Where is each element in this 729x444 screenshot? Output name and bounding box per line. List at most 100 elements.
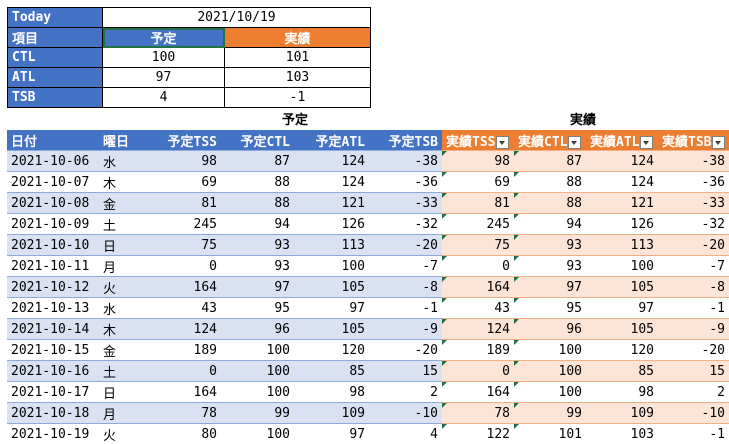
col-header-plan-ctl[interactable]: 予定CTL bbox=[221, 130, 294, 151]
summary-plan-value[interactable]: 4 bbox=[103, 88, 225, 108]
cell-ac[interactable]: 96 bbox=[514, 319, 586, 340]
cell-pb[interactable]: -32 bbox=[369, 214, 442, 235]
cell-pa[interactable]: 105 bbox=[294, 319, 369, 340]
cell-ac[interactable]: 101 bbox=[514, 424, 586, 444]
cell-dow[interactable]: 金 bbox=[99, 340, 147, 361]
col-header-actual-tsb[interactable]: 実績TSB bbox=[658, 130, 729, 151]
cell-pa[interactable]: 98 bbox=[294, 382, 369, 403]
cell-pc[interactable]: 88 bbox=[221, 172, 294, 193]
cell-pa[interactable]: 97 bbox=[294, 424, 369, 444]
cell-pa[interactable]: 124 bbox=[294, 151, 369, 172]
cell-pc[interactable]: 97 bbox=[221, 277, 294, 298]
cell-pb[interactable]: 4 bbox=[369, 424, 442, 444]
cell-pt[interactable]: 164 bbox=[147, 277, 221, 298]
cell-date[interactable]: 2021-10-17 bbox=[7, 382, 99, 403]
cell-ab[interactable]: -20 bbox=[658, 235, 729, 256]
cell-ac[interactable]: 100 bbox=[514, 340, 586, 361]
cell-pc[interactable]: 95 bbox=[221, 298, 294, 319]
summary-row-label[interactable]: ATL bbox=[8, 68, 103, 88]
cell-pa[interactable]: 120 bbox=[294, 340, 369, 361]
cell-date[interactable]: 2021-10-08 bbox=[7, 193, 99, 214]
cell-at[interactable]: 164 bbox=[442, 382, 514, 403]
cell-aa[interactable]: 113 bbox=[586, 235, 658, 256]
cell-dow[interactable]: 水 bbox=[99, 298, 147, 319]
cell-dow[interactable]: 土 bbox=[99, 361, 147, 382]
cell-date[interactable]: 2021-10-10 bbox=[7, 235, 99, 256]
cell-ab[interactable]: 2 bbox=[658, 382, 729, 403]
cell-ab[interactable]: -36 bbox=[658, 172, 729, 193]
cell-ac[interactable]: 100 bbox=[514, 382, 586, 403]
cell-pt[interactable]: 0 bbox=[147, 361, 221, 382]
actual-header-cell[interactable]: 実績 bbox=[225, 28, 371, 48]
cell-pc[interactable]: 100 bbox=[221, 361, 294, 382]
cell-pb[interactable]: -20 bbox=[369, 235, 442, 256]
cell-pb[interactable]: -36 bbox=[369, 172, 442, 193]
cell-dow[interactable]: 日 bbox=[99, 382, 147, 403]
cell-date[interactable]: 2021-10-11 bbox=[7, 256, 99, 277]
cell-ab[interactable]: -1 bbox=[658, 298, 729, 319]
cell-at[interactable]: 43 bbox=[442, 298, 514, 319]
cell-aa[interactable]: 98 bbox=[586, 382, 658, 403]
cell-dow[interactable]: 金 bbox=[99, 193, 147, 214]
cell-ab[interactable]: 15 bbox=[658, 361, 729, 382]
cell-pt[interactable]: 78 bbox=[147, 403, 221, 424]
cell-ab[interactable]: -10 bbox=[658, 403, 729, 424]
cell-date[interactable]: 2021-10-07 bbox=[7, 172, 99, 193]
cell-ac[interactable]: 88 bbox=[514, 172, 586, 193]
cell-dow[interactable]: 月 bbox=[99, 403, 147, 424]
cell-date[interactable]: 2021-10-16 bbox=[7, 361, 99, 382]
cell-ac[interactable]: 87 bbox=[514, 151, 586, 172]
cell-pt[interactable]: 245 bbox=[147, 214, 221, 235]
cell-date[interactable]: 2021-10-14 bbox=[7, 319, 99, 340]
cell-ab[interactable]: -32 bbox=[658, 214, 729, 235]
cell-pa[interactable]: 105 bbox=[294, 277, 369, 298]
cell-pb[interactable]: -33 bbox=[369, 193, 442, 214]
today-value[interactable]: 2021/10/19 bbox=[103, 8, 371, 28]
cell-pt[interactable]: 43 bbox=[147, 298, 221, 319]
cell-dow[interactable]: 月 bbox=[99, 256, 147, 277]
cell-dow[interactable]: 木 bbox=[99, 319, 147, 340]
col-header-plan-tsb[interactable]: 予定TSB bbox=[369, 130, 442, 151]
cell-ab[interactable]: -1 bbox=[658, 424, 729, 444]
cell-at[interactable]: 69 bbox=[442, 172, 514, 193]
cell-aa[interactable]: 124 bbox=[586, 151, 658, 172]
summary-plan-value[interactable]: 97 bbox=[103, 68, 225, 88]
cell-pt[interactable]: 80 bbox=[147, 424, 221, 444]
cell-pt[interactable]: 69 bbox=[147, 172, 221, 193]
cell-pb[interactable]: 2 bbox=[369, 382, 442, 403]
cell-pb[interactable]: -9 bbox=[369, 319, 442, 340]
col-header-actual-atl[interactable]: 実績ATL bbox=[586, 130, 658, 151]
cell-pt[interactable]: 75 bbox=[147, 235, 221, 256]
cell-pb[interactable]: -8 bbox=[369, 277, 442, 298]
cell-pa[interactable]: 100 bbox=[294, 256, 369, 277]
cell-dow[interactable]: 火 bbox=[99, 277, 147, 298]
col-header-plan-atl[interactable]: 予定ATL bbox=[294, 130, 369, 151]
cell-at[interactable]: 124 bbox=[442, 319, 514, 340]
cell-aa[interactable]: 100 bbox=[586, 256, 658, 277]
summary-plan-value[interactable]: 100 bbox=[103, 48, 225, 68]
cell-pc[interactable]: 87 bbox=[221, 151, 294, 172]
col-header-actual-tss[interactable]: 実績TSS bbox=[442, 130, 514, 151]
cell-pa[interactable]: 97 bbox=[294, 298, 369, 319]
cell-aa[interactable]: 103 bbox=[586, 424, 658, 444]
cell-dow[interactable]: 木 bbox=[99, 172, 147, 193]
cell-ac[interactable]: 95 bbox=[514, 298, 586, 319]
col-header-actual-ctl[interactable]: 実績CTL bbox=[514, 130, 586, 151]
cell-dow[interactable]: 日 bbox=[99, 235, 147, 256]
cell-ab[interactable]: -38 bbox=[658, 151, 729, 172]
cell-at[interactable]: 122 bbox=[442, 424, 514, 444]
summary-row-label[interactable]: TSB bbox=[8, 88, 103, 108]
cell-aa[interactable]: 97 bbox=[586, 298, 658, 319]
col-header-dow[interactable]: 曜日 bbox=[99, 130, 147, 151]
cell-aa[interactable]: 105 bbox=[586, 277, 658, 298]
cell-ab[interactable]: -8 bbox=[658, 277, 729, 298]
col-header-date[interactable]: 日付 bbox=[7, 130, 99, 151]
cell-aa[interactable]: 126 bbox=[586, 214, 658, 235]
cell-pb[interactable]: -7 bbox=[369, 256, 442, 277]
cell-pc[interactable]: 99 bbox=[221, 403, 294, 424]
cell-ac[interactable]: 97 bbox=[514, 277, 586, 298]
cell-ab[interactable]: -7 bbox=[658, 256, 729, 277]
cell-date[interactable]: 2021-10-19 bbox=[7, 424, 99, 444]
cell-ac[interactable]: 93 bbox=[514, 235, 586, 256]
cell-pt[interactable]: 124 bbox=[147, 319, 221, 340]
